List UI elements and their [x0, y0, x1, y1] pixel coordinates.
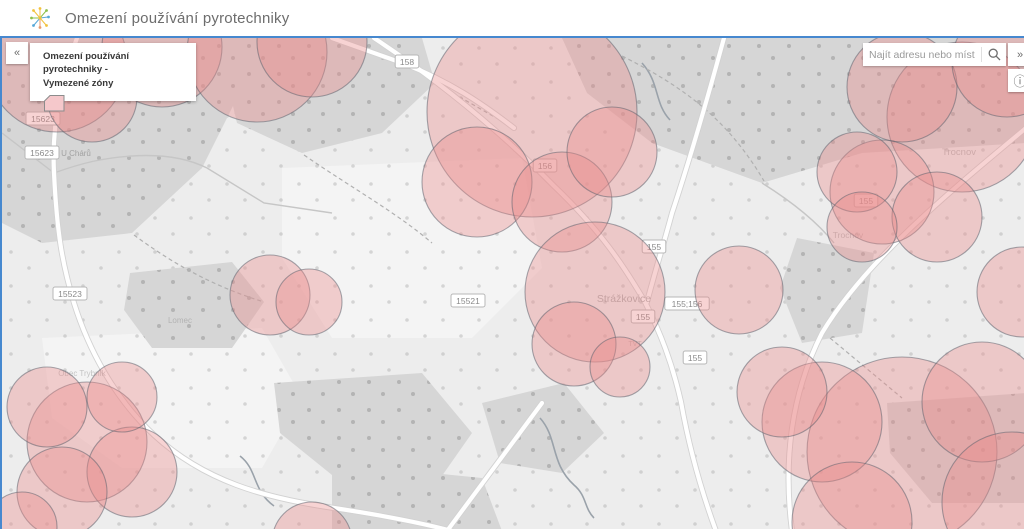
road-shield: 15623 [25, 111, 61, 126]
place-label: TVT [628, 341, 642, 348]
svg-text:15523: 15523 [58, 289, 82, 299]
search-box [863, 43, 1006, 66]
svg-text:155: 155 [636, 312, 650, 322]
road-shield: 155 [682, 350, 708, 365]
road-shield: 155 [630, 309, 656, 324]
svg-text:156: 156 [538, 161, 552, 171]
legend-polygon-swatch [44, 94, 65, 112]
svg-text:155: 155 [647, 242, 661, 252]
search-icon [988, 48, 1000, 61]
collapse-legend-button[interactable]: « [6, 42, 28, 64]
collapse-icon: « [13, 47, 21, 59]
road-shield: 156 [532, 158, 558, 173]
svg-text:15623: 15623 [31, 114, 55, 124]
app-header: Omezení používání pyrotechniky [0, 0, 1024, 36]
road-shield: 15523 [52, 286, 88, 301]
svg-text:155: 155 [688, 353, 702, 363]
fireworks-logo-icon [30, 7, 50, 29]
map-canvas[interactable]: 15623 15623 15523 15521 158 156 155 155;156 155 1… [2, 38, 1024, 529]
search-input[interactable] [863, 43, 981, 66]
page-title: Omezení používání pyrotechniky [65, 9, 290, 27]
svg-text:155;156: 155;156 [672, 299, 703, 309]
divider [981, 47, 982, 62]
expand-icon: » [1016, 48, 1024, 61]
road-shield: 155 [641, 239, 667, 254]
road-shield: 155 [853, 193, 879, 208]
legend-title: Omezení používání pyrotechniky - Vymezen… [43, 51, 130, 89]
road-shield: 15521 [450, 293, 486, 308]
place-label: U Chárů [61, 149, 91, 158]
place-label: Obec Trybník [58, 369, 107, 378]
info-icon: ⓘ [1013, 71, 1024, 90]
road-shield: 15623 [24, 145, 60, 160]
restriction-zones [2, 38, 1024, 529]
place-label: Strážkovice [597, 293, 651, 305]
svg-text:158: 158 [400, 57, 414, 67]
svg-text:155: 155 [859, 196, 873, 206]
place-label: Lomec [168, 316, 192, 325]
legend-panel: Omezení používání pyrotechniky - Vymezen… [30, 43, 196, 112]
expand-panel-button[interactable]: » [1008, 43, 1024, 66]
svg-text:15521: 15521 [456, 296, 480, 306]
info-button[interactable]: ⓘ [1008, 69, 1024, 92]
svg-text:15623: 15623 [30, 148, 54, 158]
place-label: Trocnov [942, 147, 976, 158]
search-button[interactable] [982, 43, 1006, 66]
road-shield: 158 [394, 54, 420, 69]
map-container[interactable]: 15623 15623 15523 15521 158 156 155 155;156 155 1… [0, 36, 1024, 529]
place-label: Trocnov [833, 230, 864, 240]
